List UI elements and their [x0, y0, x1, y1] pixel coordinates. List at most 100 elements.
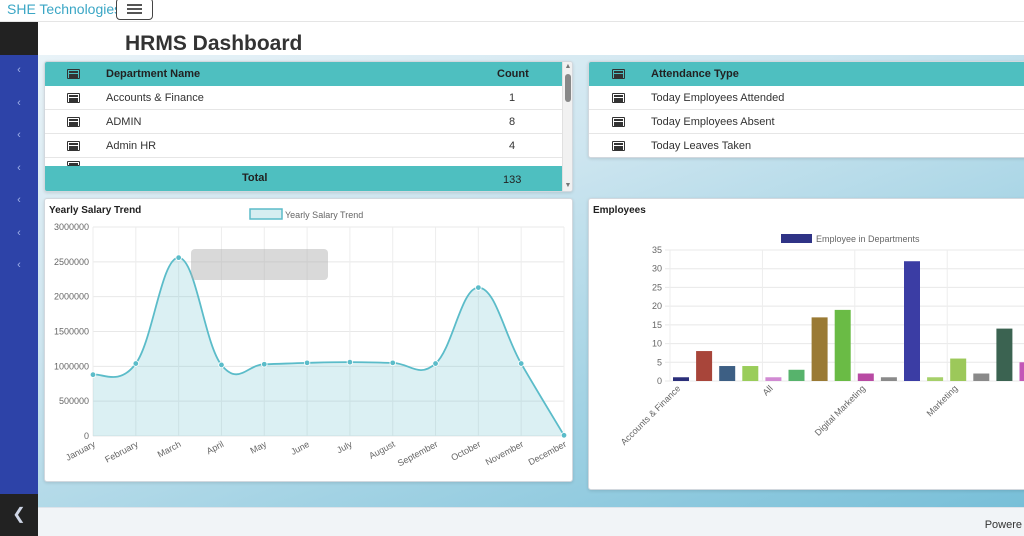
department-name: ADMIN	[106, 116, 142, 128]
sidebar-item-2[interactable]: ‹	[0, 93, 38, 113]
data-point	[346, 358, 354, 366]
bar	[673, 377, 689, 381]
chevron-left-icon: ‹	[17, 194, 21, 206]
x-tick-label: November	[484, 439, 525, 467]
y-tick-label: 500000	[59, 396, 89, 406]
y-tick-label: 3000000	[54, 222, 89, 232]
data-point	[175, 254, 182, 261]
x-tick-label: January	[64, 439, 97, 463]
sidebar-item-3[interactable]: ‹	[0, 125, 38, 145]
x-tick-label: Marketing	[925, 383, 960, 418]
table-row[interactable]: Today Employees Absent	[589, 110, 1024, 134]
scroll-up-arrow-icon[interactable]: ▲	[564, 63, 572, 70]
bar	[857, 373, 874, 381]
x-tick-label: Accounts & Finance	[619, 383, 683, 447]
y-tick-label: 2500000	[54, 257, 89, 267]
chevron-left-icon: ‹	[17, 97, 21, 109]
x-tick-label: August	[367, 439, 397, 461]
department-table-total-row: Total 133	[45, 166, 563, 191]
data-point	[303, 359, 311, 367]
table-list-icon	[67, 69, 80, 79]
bar	[950, 358, 967, 381]
data-point	[517, 360, 525, 367]
footer: Powere	[38, 507, 1024, 536]
table-list-icon	[67, 117, 80, 127]
column-header-attendance-type: Attendance Type	[651, 68, 739, 80]
table-row[interactable]: Today Leaves Taken	[589, 134, 1024, 157]
table-row[interactable]: ADMIN 8	[45, 110, 563, 134]
data-point	[132, 360, 140, 367]
y-tick-label: 1500000	[54, 327, 89, 337]
sidebar-item-1[interactable]: ‹	[0, 60, 38, 80]
table-list-icon	[612, 69, 625, 79]
column-header-department: Department Name	[106, 68, 201, 80]
sidebar-header	[0, 22, 38, 55]
table-row[interactable]: Accounts & Finance 1	[45, 86, 563, 110]
total-label: Total	[242, 172, 268, 184]
employee-chart-panel: Employees Employee in Departments 0 5 10 15 2…	[588, 198, 1024, 490]
y-tick-label: 15	[652, 320, 662, 330]
column-header-count: Count	[497, 68, 529, 80]
tooltip-box	[191, 249, 328, 280]
bar	[973, 373, 990, 381]
y-tick-label: 2000000	[54, 292, 89, 302]
data-point	[432, 360, 439, 367]
x-tick-label: October	[449, 439, 482, 463]
table-scrollbar[interactable]: ▲ ▼	[562, 62, 572, 191]
y-tick-label: 30	[652, 264, 662, 274]
table-row[interactable]: Today Employees Attended	[589, 86, 1024, 110]
bar	[834, 309, 851, 381]
y-tick-label: 5	[657, 357, 662, 367]
attendance-type-name: Today Employees Attended	[651, 92, 785, 104]
x-tick-label: June	[289, 439, 311, 457]
data-point	[560, 432, 568, 439]
attendance-type-name: Today Employees Absent	[651, 116, 775, 128]
table-row[interactable]: Admin HR 4	[45, 134, 563, 158]
attendance-table-panel: Attendance Type Today Employees Attended…	[588, 61, 1024, 158]
sidebar-item-7[interactable]: ‹	[0, 255, 38, 275]
data-point	[475, 284, 482, 291]
bar	[811, 317, 828, 381]
y-tick-label: 1000000	[54, 361, 89, 371]
scroll-down-arrow-icon[interactable]: ▼	[564, 182, 572, 189]
sidebar-collapse-button[interactable]: ❮	[0, 494, 38, 536]
brand-logo-text[interactable]: SHE Technologies	[7, 1, 122, 17]
chevron-left-icon: ‹	[17, 259, 21, 271]
salary-chart-title: Yearly Salary Trend	[49, 205, 142, 216]
y-tick-label: 25	[652, 282, 662, 292]
department-name: Admin HR	[106, 140, 157, 152]
total-value: 133	[503, 174, 522, 186]
department-count: 4	[509, 140, 516, 152]
sidebar-item-6[interactable]: ‹	[0, 223, 38, 243]
x-tick-label: December	[527, 439, 568, 467]
table-list-icon	[612, 93, 625, 103]
x-tick-label: Digital Marketing	[813, 383, 867, 437]
bar	[996, 328, 1013, 381]
scrollbar-thumb[interactable]	[565, 74, 571, 102]
footer-text: Powere	[984, 519, 1022, 531]
data-point	[218, 361, 225, 369]
legend-swatch	[781, 234, 812, 243]
sidebar: ‹ ‹ ‹ ‹ ‹ ‹ ‹ ❮	[0, 22, 38, 536]
bar	[719, 366, 736, 381]
salary-chart-panel: Yearly Salary Trend Yearly Salary Trend 0…	[44, 198, 573, 482]
department-count: 8	[509, 116, 516, 128]
chevron-left-icon: ❮	[12, 506, 26, 523]
employee-bar-chart: Employee in Departments 0 5 10 15 20 25 30 35 Acc…	[619, 234, 1024, 447]
department-table-header: Department Name Count	[45, 62, 563, 86]
hamburger-icon-line	[127, 8, 142, 10]
legend-swatch	[249, 208, 283, 220]
table-list-icon	[67, 141, 80, 151]
bar	[927, 377, 944, 381]
x-tick-label: September	[396, 439, 440, 469]
table-list-icon	[612, 141, 625, 151]
sidebar-item-4[interactable]: ‹	[0, 158, 38, 178]
hamburger-icon	[127, 4, 142, 6]
employee-chart-title: Employees	[593, 205, 646, 216]
sidebar-item-5[interactable]: ‹	[0, 190, 38, 210]
y-tick-label: 35	[652, 245, 662, 255]
legend-label: Yearly Salary Trend	[285, 210, 363, 220]
menu-toggle-button[interactable]	[116, 0, 153, 20]
chevron-left-icon: ‹	[17, 162, 21, 174]
bar	[880, 377, 897, 381]
